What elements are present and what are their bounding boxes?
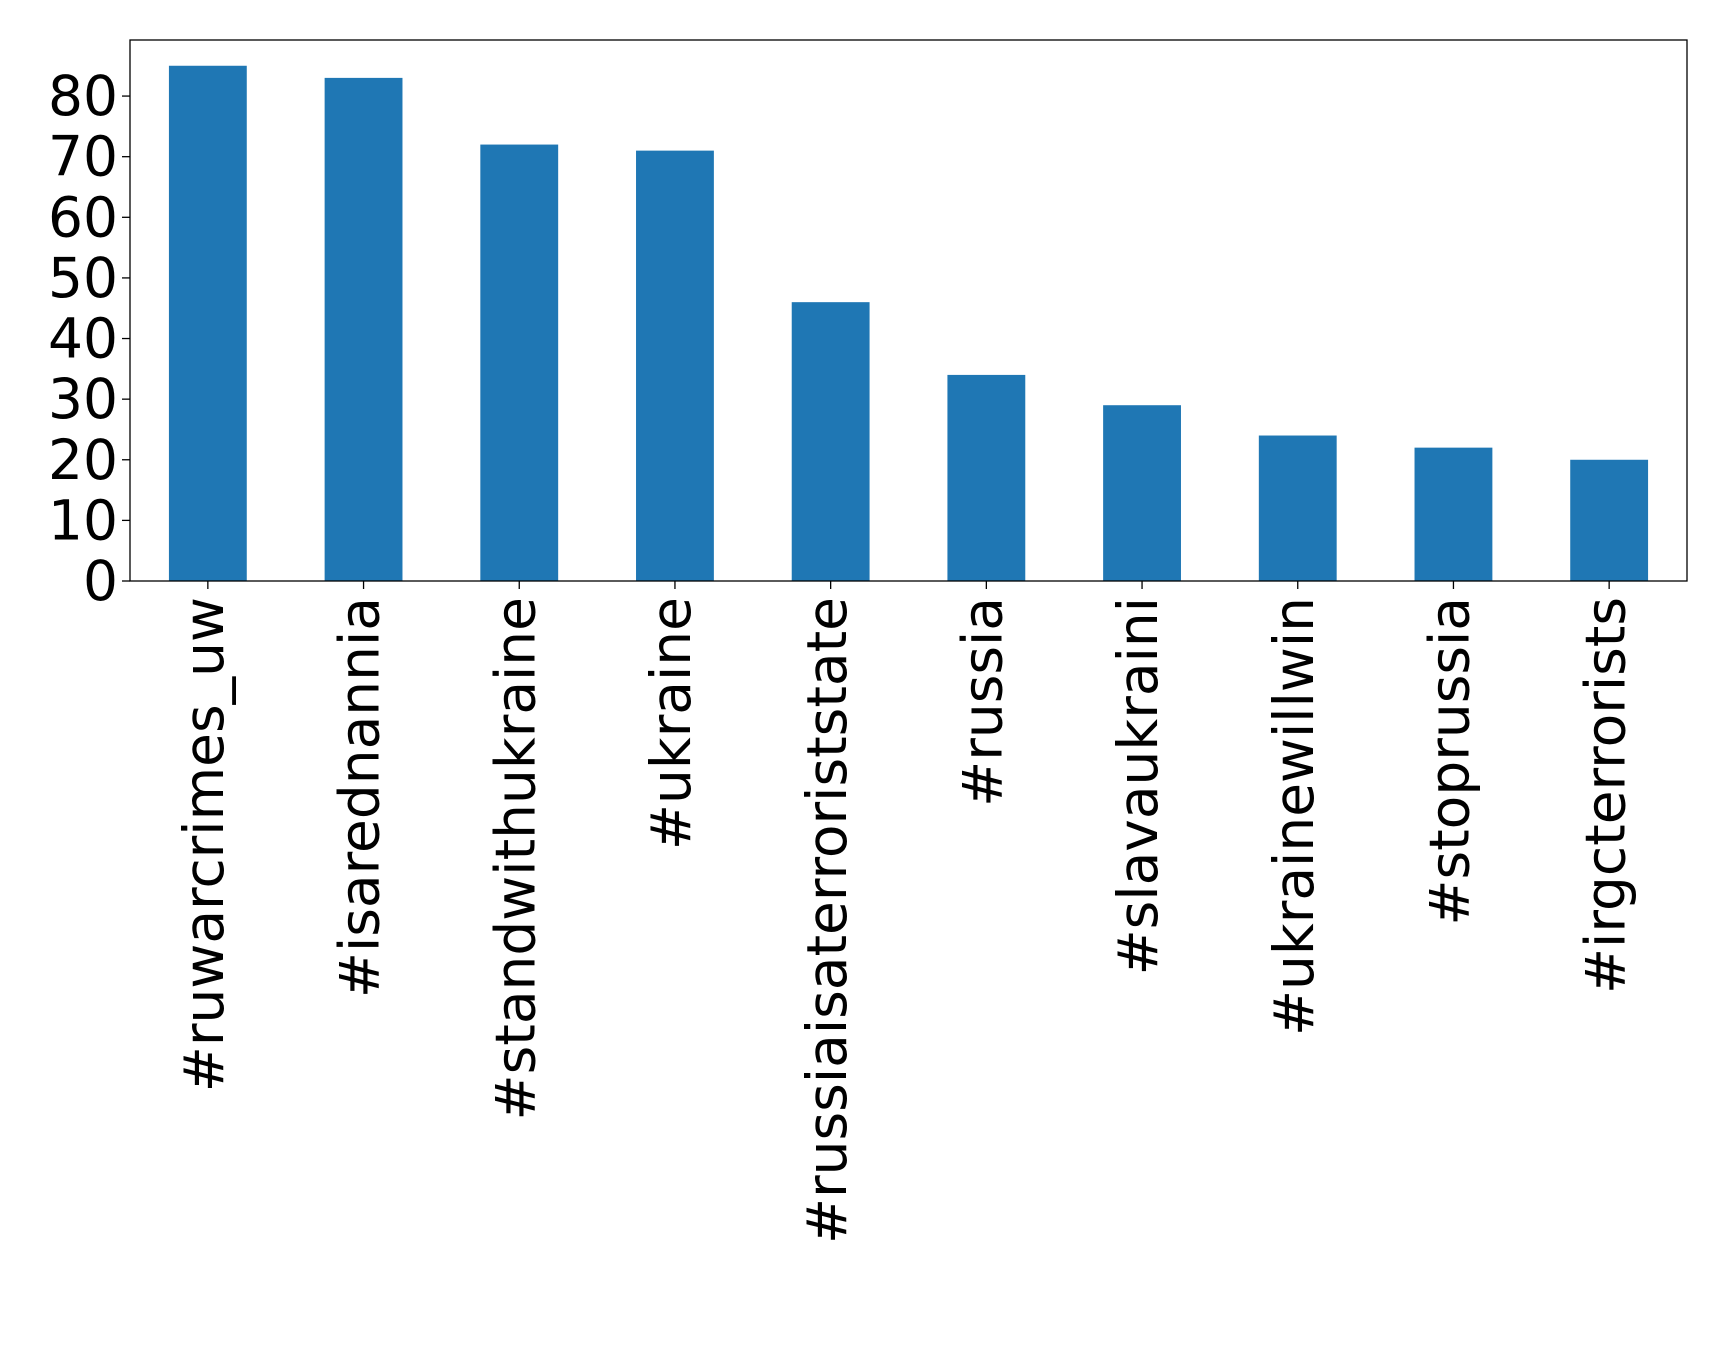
bar [1570,459,1649,581]
bar [636,150,714,582]
x-tick-label: #slavaukraini [1106,597,1170,975]
y-tick-label: 50 [48,246,118,310]
bar [791,302,870,581]
x-tick-label: #standwithukraine [483,597,547,1120]
y-tick-label: 60 [48,185,118,249]
bar [480,144,559,581]
bar [324,77,403,581]
plot-frame [129,39,1688,582]
bar [1258,435,1337,581]
y-tick-label: 30 [48,367,118,431]
x-tick-label: #ruwarcrimes_uw [172,597,236,1092]
y-tick-label: 80 [48,64,118,128]
x-tick-label: #isarednannia [328,597,392,998]
bar [947,374,1026,581]
y-tick-label: 40 [48,307,118,371]
y-tick-label: 0 [83,549,118,613]
x-tick-label: #russiaisaterroriststate [795,597,859,1244]
bar [1103,405,1181,581]
y-tick-label: 10 [48,488,118,552]
bar [168,65,247,581]
y-tick-label: 70 [48,125,118,189]
y-tick-label: 20 [48,428,118,492]
x-tick-label: #ukrainewillwin [1262,597,1326,1036]
bar [1414,447,1493,581]
x-tick-label: #irgcterrorists [1573,597,1637,994]
x-tick-label: #stoprussia [1418,597,1482,926]
x-tick-label: #russia [950,597,1014,807]
x-tick-label: #ukraine [639,597,703,850]
